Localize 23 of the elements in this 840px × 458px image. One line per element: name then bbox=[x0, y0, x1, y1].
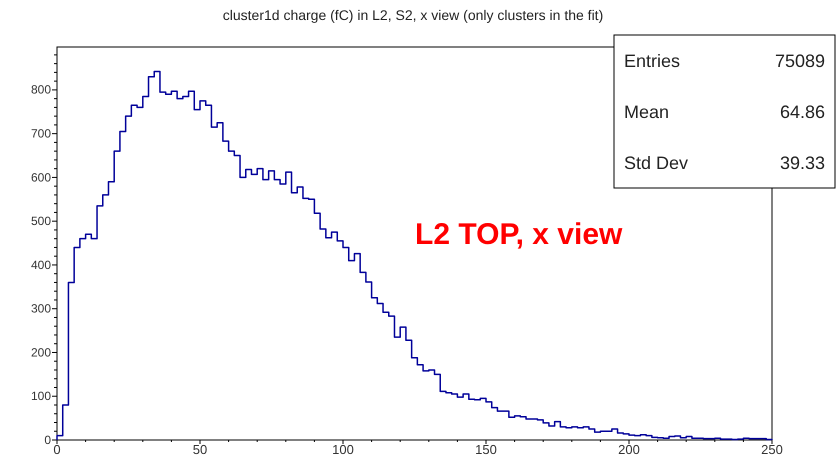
text: 64.86 bbox=[780, 102, 825, 122]
y-tick-label: 500 bbox=[30, 214, 52, 228]
y-tick-label: 700 bbox=[30, 126, 52, 140]
x-tick-label: 150 bbox=[475, 442, 497, 457]
y-tick-label: 100 bbox=[30, 389, 52, 404]
text: 39.33 bbox=[780, 153, 825, 173]
x-tick-label: 50 bbox=[192, 442, 208, 457]
y-tick-label: 600 bbox=[30, 170, 52, 184]
x-tick-label: 100 bbox=[332, 442, 354, 457]
chart-title: cluster1d charge (fC) in L2, S2, x view (only clusters in the fit) bbox=[222, 7, 604, 23]
y-tick-label: 200 bbox=[30, 345, 52, 360]
y-tick-label: 800 bbox=[30, 82, 52, 97]
y-tick-label: 300 bbox=[30, 302, 52, 316]
annotation: Entries bbox=[624, 51, 680, 71]
annotation: Mean bbox=[624, 102, 670, 122]
annotation: Std Dev bbox=[624, 153, 688, 173]
x-tick-label: 200 bbox=[618, 442, 640, 457]
x-tick-label: 250 bbox=[761, 442, 783, 457]
x-tick-label: 0 bbox=[53, 442, 61, 457]
y-tick-label: 0 bbox=[44, 432, 52, 447]
y-tick-label: 400 bbox=[30, 258, 52, 272]
annotation: L2 TOP, x view bbox=[415, 218, 623, 251]
text: 75089 bbox=[774, 51, 825, 71]
